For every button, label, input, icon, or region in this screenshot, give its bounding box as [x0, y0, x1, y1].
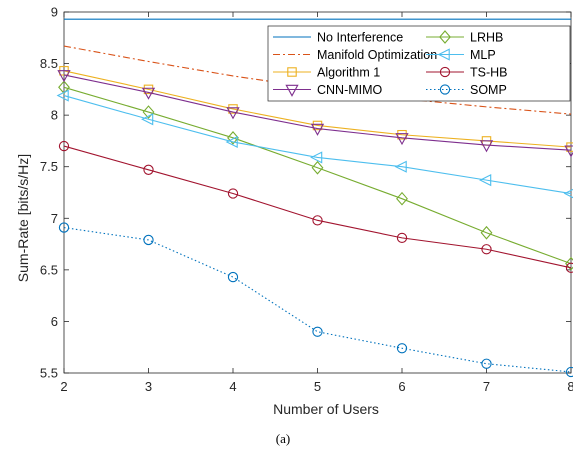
legend-label: No Interference — [317, 30, 403, 44]
data-point — [227, 188, 239, 199]
data-point — [565, 256, 573, 271]
data-point — [228, 104, 238, 114]
data-point — [57, 70, 71, 83]
data-point — [479, 140, 494, 153]
series-1 — [58, 80, 573, 271]
data-point — [310, 123, 325, 136]
series-3 — [56, 89, 573, 199]
data-point — [394, 160, 407, 173]
data-point — [226, 107, 240, 120]
x-tick-label: 3 — [145, 379, 152, 394]
legend-label: MLP — [470, 48, 496, 62]
plot-area: 2 3 4 5 6 7 8 5.5 6 6.5 7 7.5 8 8.5 9 No Interference LR… — [40, 5, 573, 394]
y-tick-label: 9 — [51, 5, 58, 20]
legend-label: Algorithm 1 — [317, 65, 380, 79]
y-tick-label: 7 — [51, 211, 58, 226]
legend-entry: Manifold Optimization — [273, 48, 437, 62]
legend-label: CNN-MIMO — [317, 83, 383, 97]
data-point — [396, 232, 408, 244]
data-point — [58, 222, 70, 233]
x-tick-label: 5 — [314, 379, 321, 394]
legend-marker — [437, 48, 450, 61]
y-tick-label: 8 — [51, 108, 58, 123]
series-line — [63, 86, 572, 265]
y-axis-label: Sum-Rate [bits/s/Hz] — [15, 154, 31, 282]
data-point — [395, 133, 409, 146]
data-point — [143, 164, 154, 175]
data-point — [227, 271, 239, 283]
legend-label: LRHB — [470, 30, 503, 44]
legend-marker — [287, 67, 297, 77]
legend-label: SOMP — [470, 83, 507, 97]
data-point — [397, 129, 407, 140]
y-tick-label: 7.5 — [40, 159, 58, 174]
legend-entry: No Interference — [273, 30, 403, 44]
series-7 — [58, 222, 573, 378]
legend-label: Manifold Optimization — [317, 48, 437, 62]
legend-entry: CNN-MIMO — [273, 83, 383, 97]
legend-entry: MLP — [426, 48, 496, 62]
data-point — [225, 135, 238, 149]
series-line — [63, 74, 572, 151]
legend-entry: SOMP — [426, 83, 507, 97]
y-tick-label: 6 — [51, 314, 58, 329]
data-point — [227, 130, 239, 145]
data-point — [565, 262, 573, 273]
data-point — [479, 174, 492, 187]
data-point — [312, 215, 323, 226]
data-point — [141, 113, 154, 126]
y-tick-label: 5.5 — [40, 366, 58, 381]
data-point — [564, 145, 573, 158]
legend-entry: TS-HB — [426, 65, 508, 79]
legend-marker — [439, 66, 451, 78]
legend-box — [267, 25, 571, 102]
y-tick-label: 6.5 — [40, 262, 58, 277]
data-point — [396, 191, 408, 206]
data-point — [310, 151, 323, 164]
data-point — [56, 89, 69, 102]
x-tick-label: 7 — [483, 379, 490, 394]
x-tick-label: 4 — [229, 379, 236, 394]
figure-caption: (a) — [276, 431, 290, 446]
legend-entry: Algorithm 1 — [273, 65, 380, 79]
legend-entry: LRHB — [426, 30, 503, 44]
series-6 — [57, 70, 573, 158]
legend-marker — [285, 84, 299, 97]
legend-label: TS-HB — [470, 65, 508, 79]
legend-marker — [439, 30, 451, 44]
series-line — [63, 145, 572, 269]
x-axis-label: Number of Users — [273, 401, 379, 417]
data-point — [396, 343, 408, 354]
data-point — [58, 80, 70, 95]
data-point — [481, 358, 492, 369]
data-point — [58, 140, 70, 152]
data-point — [481, 244, 492, 255]
x-tick-label: 6 — [398, 379, 405, 394]
series-line — [63, 227, 572, 373]
data-point — [311, 160, 324, 175]
data-point — [480, 225, 493, 240]
data-point — [143, 84, 154, 95]
legend-marker — [439, 84, 451, 95]
x-tick-label: 8 — [567, 379, 573, 394]
data-point — [563, 188, 573, 199]
series-5 — [58, 140, 573, 273]
data-point — [312, 120, 323, 131]
data-point — [143, 234, 154, 246]
data-point — [565, 366, 573, 378]
data-point — [566, 142, 573, 152]
y-tick-label: 8.5 — [40, 56, 58, 71]
data-point — [141, 87, 156, 100]
series-line — [63, 95, 572, 195]
x-tick-label: 2 — [60, 379, 67, 394]
data-point — [312, 326, 323, 337]
data-point — [142, 105, 155, 119]
